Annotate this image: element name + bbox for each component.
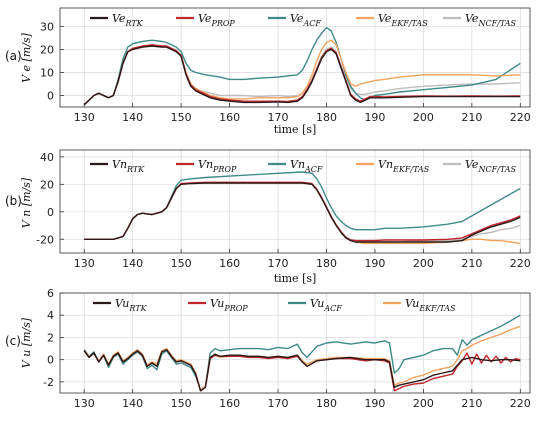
series-line-acf [83, 314, 521, 391]
panel-a-series [83, 26, 521, 106]
x-tick-label: 170 [268, 111, 289, 124]
y-tick-label: 30 [40, 20, 54, 33]
legend-entry-prop: VnPROP [198, 158, 237, 174]
panel-c-x-ticks: 130 140 150 160 170 180 190 200 210 220 [74, 389, 531, 410]
y-tick-label: 2 [47, 331, 54, 344]
x-tick-label: 160 [219, 257, 240, 270]
legend-entry-ekf: VuEKF/TAS [405, 297, 456, 313]
panel-b-label: (b) [5, 194, 22, 208]
legend-entry-rtk: VnRTK [112, 158, 145, 174]
panel-a-plot-area [60, 8, 530, 107]
panel-c-series [83, 314, 521, 392]
y-tick-label: 0 [47, 206, 54, 219]
series-line-rtk [84, 182, 521, 243]
x-tick-label: 150 [171, 111, 192, 124]
x-tick-label: 210 [461, 397, 482, 410]
x-tick-label: 170 [268, 397, 289, 410]
legend-entry-acf: VeACF [290, 12, 321, 28]
x-tick-label: 180 [316, 397, 337, 410]
panel-b-y-axis-label: V n [m/s] [20, 177, 33, 228]
x-tick-label: 170 [268, 257, 289, 270]
panel-b-legend: VnRTK VnPROP VnACF VnEKF/TAS VeNCF/TAS [90, 158, 516, 174]
legend-entry-ncf: VeNCF/TAS [465, 12, 516, 28]
panel-b-y-ticks: -20 0 20 40 [36, 151, 64, 246]
legend-entry-ekf: VnEKF/TAS [378, 158, 430, 174]
x-tick-label: 140 [122, 111, 143, 124]
y-tick-label: 20 [40, 178, 54, 191]
x-tick-label: 140 [122, 397, 143, 410]
legend-entry-rtk: VeRTK [112, 12, 144, 28]
x-tick-label: 160 [219, 111, 240, 124]
panel-a-y-ticks: 0 10 20 30 [40, 20, 64, 102]
x-tick-label: 150 [171, 397, 192, 410]
x-tick-label: 190 [364, 397, 385, 410]
x-tick-label: 200 [413, 397, 434, 410]
x-tick-label: 180 [316, 111, 337, 124]
x-tick-label: 210 [461, 111, 482, 124]
x-tick-label: 160 [219, 397, 240, 410]
x-tick-label: 190 [364, 257, 385, 270]
y-tick-label: -20 [36, 233, 54, 246]
panel-a-y-axis-label: V e [m/s] [20, 32, 33, 83]
panel-c-frame [59, 292, 531, 394]
panel-c-y-axis-label: V u [m/s] [20, 317, 33, 368]
panel-b-grid [60, 150, 530, 253]
x-tick-label: 200 [413, 111, 434, 124]
x-tick-label: 190 [364, 111, 385, 124]
x-tick-label: 220 [510, 111, 531, 124]
panel-b-frame [59, 149, 531, 254]
y-tick-label: 6 [47, 287, 54, 300]
panel-c: (c) 130 140 150 160 170 180 190 200 210 220 -2 0 2 4… [5, 287, 531, 410]
y-tick-label: 20 [40, 43, 54, 56]
series-line-rtk [83, 349, 521, 392]
panel-b-plot-area [60, 150, 530, 253]
x-tick-label: 220 [510, 257, 531, 270]
x-tick-label: 140 [122, 257, 143, 270]
panel-a-x-axis-label: time [s] [274, 123, 317, 136]
series-line-rtk [83, 45, 521, 106]
legend-entry-rtk: VuRTK [115, 297, 148, 313]
panel-c-label: (c) [5, 334, 21, 348]
x-tick-label: 150 [171, 257, 192, 270]
panel-a-frame [59, 7, 531, 108]
panel-a-x-ticks: 130 140 150 160 170 180 190 200 210 220 [74, 103, 531, 124]
panel-c-legend: VuRTK VuPROP VuACF VuEKF/TAS [93, 297, 456, 313]
panel-a-legend: VeRTK VePROP VeACF VeEKF/TAS VeNCF/TAS [90, 12, 516, 28]
panel-b-series [84, 171, 521, 245]
y-tick-label: 4 [47, 309, 54, 322]
panel-b: (b) 130 140 150 160 170 180 190 200 210 220 -20 0 2… [5, 149, 531, 285]
x-tick-label: 200 [413, 257, 434, 270]
x-tick-label: 130 [74, 397, 95, 410]
panel-b-x-axis-label: time [s] [274, 272, 317, 285]
panel-b-x-ticks: 130 140 150 160 170 180 190 200 210 220 [74, 249, 531, 270]
legend-entry-ekf: VeEKF/TAS [378, 12, 428, 28]
y-tick-label: 10 [40, 66, 54, 79]
x-tick-label: 180 [316, 257, 337, 270]
x-tick-label: 210 [461, 257, 482, 270]
x-tick-label: 130 [74, 257, 95, 270]
panel-a: (a) 130 140 150 160 170 180 190 200 210 220 0 10 20… [5, 7, 531, 136]
legend-entry-acf: VuACF [310, 297, 342, 313]
legend-entry-prop: VePROP [198, 12, 235, 28]
y-tick-label: 0 [47, 89, 54, 102]
legend-entry-ncf: VeNCF/TAS [465, 158, 516, 174]
x-tick-label: 130 [74, 111, 95, 124]
legend-entry-prop: VuPROP [210, 297, 248, 313]
panel-a-grid [60, 8, 530, 107]
y-tick-label: -2 [43, 376, 54, 389]
panel-c-plot-area [60, 293, 530, 393]
panel-a-label: (a) [5, 49, 22, 63]
x-tick-label: 220 [510, 397, 531, 410]
y-tick-label: 0 [47, 354, 54, 367]
y-tick-label: 40 [40, 151, 54, 164]
legend-entry-acf: VnACF [290, 158, 323, 174]
panel-c-y-ticks: -2 0 2 4 6 [43, 287, 64, 389]
